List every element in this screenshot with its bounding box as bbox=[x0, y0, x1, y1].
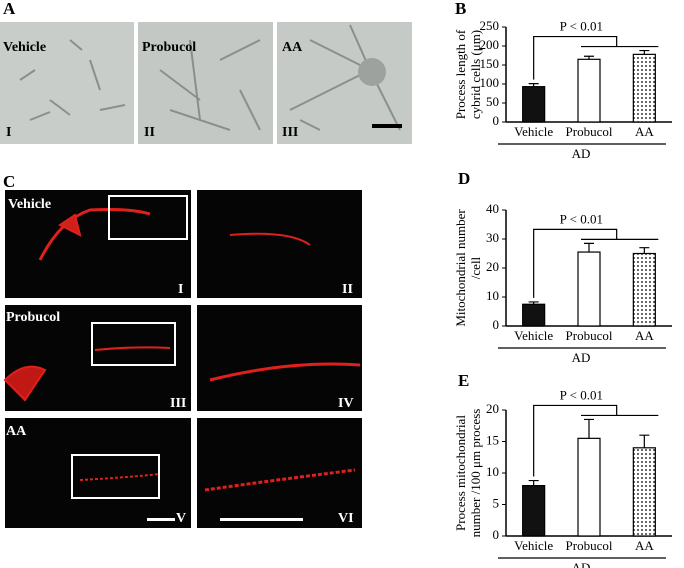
x-tick-label: AA bbox=[635, 328, 654, 343]
image-numeral: V bbox=[176, 511, 186, 526]
y-tick-label: 5 bbox=[493, 495, 500, 510]
bar bbox=[522, 86, 546, 123]
y-tick-label: 15 bbox=[486, 432, 499, 447]
y-tick-label: 0 bbox=[493, 317, 500, 332]
y-tick-label: 0 bbox=[493, 113, 500, 128]
annotation: P < 0.01 bbox=[560, 387, 603, 402]
image-numeral: II bbox=[144, 125, 155, 140]
y-tick-label: 200 bbox=[480, 37, 500, 52]
y-tick-label: 10 bbox=[486, 464, 499, 479]
x-tick-label: Vehicle bbox=[514, 328, 553, 343]
x-tick-label: AA bbox=[635, 538, 654, 553]
error-bar bbox=[639, 49, 650, 55]
image-numeral: III bbox=[282, 125, 298, 140]
error-bar bbox=[584, 242, 594, 253]
error-bar bbox=[528, 479, 539, 486]
y-axis-label: /cell bbox=[468, 256, 483, 279]
y-tick-label: 0 bbox=[493, 527, 500, 542]
significance-bracket bbox=[533, 35, 659, 80]
y-tick-label: 20 bbox=[486, 401, 499, 416]
y-tick-label: 100 bbox=[480, 75, 500, 90]
image-numeral: III bbox=[170, 396, 186, 411]
x-tick-label: Probucol bbox=[566, 124, 613, 139]
image-numeral: II bbox=[342, 282, 353, 297]
y-axis-label: Mitochondrial number bbox=[453, 209, 468, 327]
x-tick-label: Vehicle bbox=[514, 538, 553, 553]
image-label: AA bbox=[6, 424, 27, 439]
image-label: Vehicle bbox=[8, 197, 51, 212]
annotation: P < 0.01 bbox=[560, 211, 603, 226]
panel-letter: C bbox=[3, 172, 15, 191]
group-label: AD bbox=[572, 146, 591, 161]
image-numeral: IV bbox=[338, 396, 354, 411]
x-tick-label: Vehicle bbox=[514, 124, 553, 139]
x-tick-label: Probucol bbox=[566, 328, 613, 343]
image-label: Probucol bbox=[142, 40, 196, 55]
y-tick-label: 150 bbox=[480, 56, 500, 71]
panel-letter: B bbox=[455, 0, 466, 18]
y-axis-label: Process length of bbox=[453, 29, 468, 119]
bar bbox=[632, 252, 656, 327]
y-axis-label: number /100 μm process bbox=[468, 409, 483, 538]
brightfield-images bbox=[0, 22, 412, 144]
y-axis-label: cybrid cells (μm) bbox=[468, 30, 483, 119]
group-label: AD bbox=[572, 560, 591, 568]
group-label: AD bbox=[572, 350, 591, 365]
image-numeral: I bbox=[178, 282, 183, 297]
image-label: AA bbox=[282, 40, 303, 55]
y-tick-label: 20 bbox=[486, 259, 499, 274]
bar bbox=[632, 447, 656, 537]
error-bar bbox=[584, 418, 594, 439]
y-tick-label: 10 bbox=[486, 288, 499, 303]
error-bar bbox=[639, 434, 650, 448]
panel-letter: E bbox=[458, 371, 469, 390]
image-numeral: VI bbox=[338, 511, 354, 526]
x-tick-label: AA bbox=[635, 124, 654, 139]
panel-letter: A bbox=[3, 0, 16, 18]
image-label: Probucol bbox=[6, 310, 60, 325]
bar bbox=[577, 437, 601, 537]
image-label: Vehicle bbox=[3, 40, 46, 55]
error-bar bbox=[584, 55, 594, 60]
bar bbox=[577, 58, 601, 123]
error-bar bbox=[639, 247, 650, 254]
y-tick-label: 30 bbox=[486, 230, 499, 245]
annotation: P < 0.01 bbox=[560, 19, 603, 34]
y-tick-label: 40 bbox=[486, 201, 499, 216]
y-axis-label: Process mitochondrial bbox=[453, 415, 468, 531]
significance-bracket bbox=[533, 228, 659, 298]
image-numeral: I bbox=[6, 125, 11, 140]
panel-letter: D bbox=[458, 169, 470, 188]
bar bbox=[522, 303, 546, 327]
y-tick-label: 250 bbox=[480, 18, 500, 33]
error-bar bbox=[528, 301, 539, 305]
significance-bracket bbox=[533, 404, 659, 477]
x-tick-label: Probucol bbox=[566, 538, 613, 553]
bar bbox=[577, 251, 601, 327]
bar bbox=[632, 53, 656, 123]
error-bar bbox=[528, 83, 539, 87]
y-tick-label: 50 bbox=[486, 94, 499, 109]
fluorescence-images bbox=[3, 190, 362, 528]
bar bbox=[522, 485, 546, 537]
